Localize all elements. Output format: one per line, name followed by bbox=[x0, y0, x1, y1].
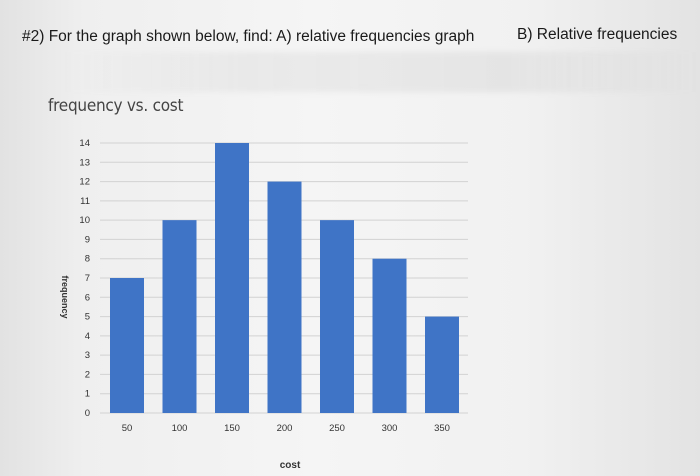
y-tick-label: 2 bbox=[85, 369, 90, 380]
y-tick-label: 1 bbox=[85, 389, 90, 400]
question-part-b: B) Relative frequencies bbox=[517, 26, 678, 43]
bar-150 bbox=[215, 143, 249, 413]
y-axis-label: frequency bbox=[60, 275, 70, 318]
y-tick-label: 3 bbox=[85, 350, 90, 361]
bar-250 bbox=[320, 220, 354, 413]
y-tick-label: 12 bbox=[79, 177, 90, 188]
y-tick-label: 11 bbox=[80, 196, 90, 207]
y-tick-label: 8 bbox=[85, 254, 90, 265]
x-tick-label: 250 bbox=[329, 423, 345, 434]
bar-350 bbox=[425, 316, 459, 413]
bars bbox=[110, 143, 459, 413]
y-tick-label: 9 bbox=[85, 234, 90, 245]
x-tick-labels: 50 100 150 200 250 300 350 bbox=[122, 423, 450, 434]
y-tick-label: 13 bbox=[79, 157, 90, 168]
x-axis-label: cost bbox=[280, 460, 301, 471]
bar-200 bbox=[267, 181, 302, 413]
background-bleed-through bbox=[60, 52, 700, 92]
bar-300 bbox=[372, 258, 407, 413]
chart-title: frequency vs. cost bbox=[48, 96, 184, 116]
bar-50 bbox=[110, 278, 144, 413]
x-tick-label: 300 bbox=[382, 423, 398, 434]
y-tick-label: 0 bbox=[85, 408, 90, 419]
bar-100 bbox=[162, 220, 197, 413]
y-tick-label: 10 bbox=[79, 215, 90, 226]
y-tick-label: 14 bbox=[79, 138, 90, 149]
x-tick-label: 100 bbox=[172, 423, 188, 434]
x-tick-label: 350 bbox=[434, 423, 450, 434]
y-tick-label: 7 bbox=[85, 273, 90, 284]
question-prompt: #2) For the graph shown below, find: A) … bbox=[22, 28, 475, 45]
x-tick-label: 200 bbox=[277, 423, 293, 434]
y-tick-label: 5 bbox=[85, 312, 90, 323]
x-tick-label: 150 bbox=[224, 423, 240, 434]
y-tick-label: 6 bbox=[85, 292, 90, 303]
y-tick-label: 4 bbox=[85, 331, 90, 342]
x-tick-label: 50 bbox=[122, 423, 133, 434]
